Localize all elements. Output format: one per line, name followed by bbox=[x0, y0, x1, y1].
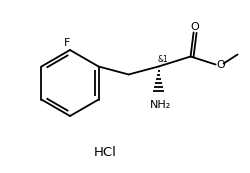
Text: NH₂: NH₂ bbox=[150, 99, 171, 110]
Text: O: O bbox=[216, 60, 225, 70]
Text: O: O bbox=[190, 21, 199, 31]
Text: &1: &1 bbox=[158, 55, 168, 64]
Text: HCl: HCl bbox=[94, 147, 116, 160]
Text: F: F bbox=[64, 38, 70, 48]
